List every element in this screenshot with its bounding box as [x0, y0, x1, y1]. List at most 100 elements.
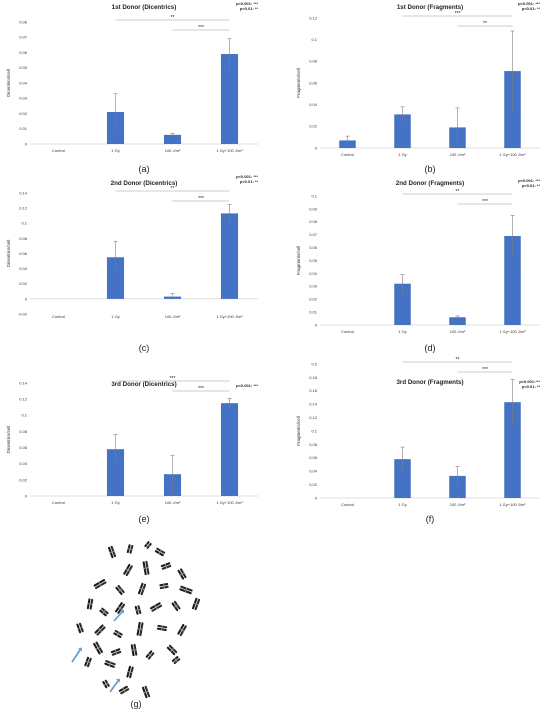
significance-stars: *** [198, 386, 204, 392]
x-tick-label: 1 Gy [111, 148, 119, 153]
bar [449, 475, 466, 498]
chromosome [107, 545, 117, 559]
significance-stars: ** [171, 15, 175, 21]
y-tick-label: 0.1 [311, 428, 317, 433]
chromosome [142, 560, 150, 576]
arrow-head [120, 609, 124, 614]
significance-stars: *** [170, 376, 176, 382]
x-tick-label: 100 J/m² [165, 148, 181, 153]
y-tick-label: 0.12 [309, 415, 318, 420]
chromosome [177, 623, 187, 637]
y-tick-label: 0.1 [311, 37, 317, 42]
chromosome [136, 621, 144, 637]
y-tick-label: 0 [315, 145, 318, 150]
y-tick-label: 0.08 [309, 219, 318, 224]
panel-label: (d) [425, 343, 436, 353]
chromosome [110, 648, 122, 656]
chart-title: 1st Donor (Dicentrics) [112, 4, 177, 11]
panel-label: (e) [139, 514, 150, 524]
chromosome [137, 582, 147, 596]
centromere [122, 687, 126, 693]
chart-panel-2: 1st Donor (Fragments) p<0.001: ***p<0.01:… [296, 1, 540, 174]
y-axis-label: Dicentrics/cell [6, 69, 11, 97]
significance-stars: *** [482, 367, 488, 373]
x-tick-label: 100 J/m² [165, 314, 181, 319]
y-tick-label: 0.16 [309, 388, 318, 393]
chromosome [166, 644, 178, 656]
y-tick-label: 0 [25, 296, 28, 301]
y-tick-label: 0.07 [19, 35, 28, 40]
y-tick-label: 0.12 [19, 206, 28, 211]
chart-title: 2nd Donor (Dicentrics) [111, 180, 178, 187]
y-tick-label: 0.2 [311, 361, 317, 366]
centromere [101, 609, 107, 615]
y-tick-label: 0 [315, 495, 318, 500]
y-tick-label: 0.05 [309, 258, 318, 263]
significance-note: p<0.01: ** [522, 183, 541, 188]
y-tick-label: 0.02 [19, 477, 28, 482]
chromosome [171, 600, 181, 612]
chromosome [156, 624, 168, 632]
bar [106, 449, 125, 496]
centromere [173, 657, 179, 663]
x-tick-label: 1 Gy+100 J/m² [499, 502, 526, 507]
chart-panel-1: 1st Donor (Dicentrics) p<0.001: ***p<0.01… [6, 1, 258, 174]
y-tick-label: 0.14 [19, 190, 28, 195]
significance-stars: ** [456, 189, 460, 195]
y-tick-label: 0.02 [309, 297, 318, 302]
centromere [169, 647, 175, 653]
arrow-shaft [109, 680, 119, 693]
centromere [162, 583, 165, 589]
bar [504, 235, 521, 325]
chromosome [123, 563, 133, 577]
x-tick-label: 1 Gy+100 J/m² [499, 152, 526, 157]
arrow-head [115, 678, 121, 683]
centromere [125, 568, 131, 572]
y-tick-label: -0.02 [18, 311, 28, 316]
y-tick-label: 0.14 [19, 380, 28, 385]
centromere [131, 649, 137, 652]
significance-note: p<0.01: ** [522, 384, 541, 389]
centromere [116, 631, 120, 637]
arrow-icon [113, 609, 124, 622]
chromosome [93, 579, 107, 590]
y-tick-label: 0.02 [309, 124, 318, 129]
x-tick-label: Control [52, 148, 65, 153]
centromere [103, 682, 109, 686]
y-tick-label: 0.03 [19, 96, 28, 101]
x-tick-label: 1 Gy [111, 314, 119, 319]
panel-label: (c) [139, 343, 150, 353]
y-tick-label: 0 [25, 493, 28, 498]
chromosome [126, 665, 134, 679]
y-tick-label: 0.14 [309, 402, 318, 407]
panel-label: (f) [426, 514, 435, 524]
centromere [95, 646, 101, 650]
y-tick-label: 0.08 [309, 442, 318, 447]
chromosome [160, 562, 172, 570]
y-tick-label: 0.02 [19, 111, 28, 116]
x-tick-label: 1 Gy [111, 500, 119, 505]
centromere [145, 542, 151, 548]
centromere [143, 690, 149, 694]
centromere [139, 587, 145, 591]
y-tick-label: 0.04 [309, 271, 318, 276]
significance-note: p<0.001: *** [518, 178, 540, 183]
bar [394, 283, 411, 325]
centromere [135, 608, 141, 612]
x-tick-label: 1 Gy+100 J/m² [216, 500, 243, 505]
x-tick-label: Control [341, 502, 354, 507]
y-tick-label: 0.08 [309, 59, 318, 64]
chromosome [93, 641, 104, 655]
y-tick-label: 0.04 [309, 102, 318, 107]
arrow-shaft [71, 649, 81, 663]
significance-stars: ** [456, 357, 460, 363]
y-axis-label: Fragments/cell [296, 416, 301, 446]
centromere [179, 572, 185, 576]
y-tick-label: 0.06 [309, 455, 318, 460]
centromere [158, 549, 162, 555]
centromere [184, 587, 188, 593]
centromere [161, 625, 164, 631]
y-tick-label: 0.02 [19, 281, 28, 286]
y-tick-label: 0.1 [21, 413, 27, 418]
